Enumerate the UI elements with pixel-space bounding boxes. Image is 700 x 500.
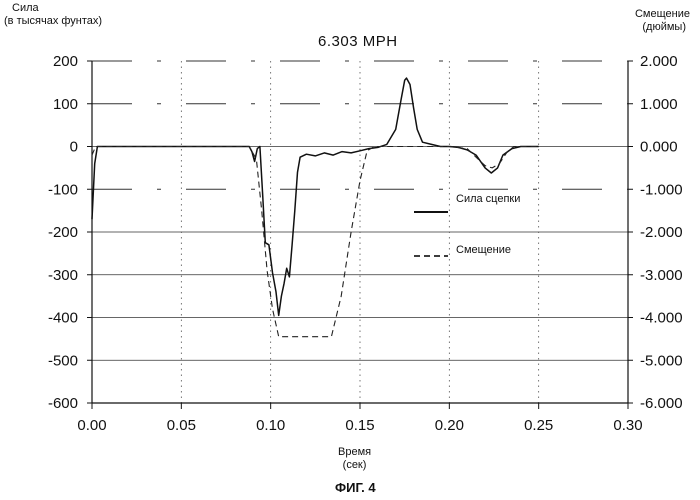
legend-label-displacement: Смещение [456,244,511,256]
y-left-tick-label: 100 [53,96,78,113]
x-axis-title-line2: (сек) [338,459,371,472]
axis-layer: 200 2.000 100 1.000 0 0.000 -100 -1.000 -200 -2.0… [48,53,683,434]
y-right-tick-label: -3.000 [640,267,683,284]
x-axis-title-line1: Время [338,446,371,459]
left-axis-title: Сила (в тысячах фунтах) [4,2,102,28]
y-right-tick-label: 1.000 [640,96,678,113]
y-left-tick-label: -100 [48,181,78,198]
x-tick-label: 0.20 [435,417,464,434]
left-axis-title-line2: (в тысячах фунтах) [4,15,102,28]
x-tick-label: 0.25 [524,417,553,434]
x-tick-label: 0.30 [613,417,642,434]
y-left-tick-label: 200 [53,53,78,70]
x-tick-label: 0.10 [256,417,285,434]
y-left-tick-label: -500 [48,352,78,369]
y-left-tick-label: -600 [48,395,78,412]
series-layer [92,78,539,337]
x-tick-label: 0.05 [167,417,196,434]
right-axis-title-line1: Смещение [635,8,690,21]
right-axis-title-line2: (дюймы) [635,21,690,34]
x-tick-label: 0.15 [345,417,374,434]
grid-layer [92,61,628,403]
series-line-displacement [92,147,539,337]
y-right-tick-label: -1.000 [640,181,683,198]
y-right-tick-label: -2.000 [640,224,683,241]
y-right-tick-label: -5.000 [640,352,683,369]
y-right-tick-label: 2.000 [640,53,678,70]
legend: Сила сцепки Смещение [414,193,520,256]
y-left-tick-label: 0 [70,139,78,156]
legend-label-coupling-force: Сила сцепки [456,193,520,205]
y-right-tick-label: 0.000 [640,139,678,156]
y-left-tick-label: -400 [48,310,78,327]
left-axis-title-line1: Сила [4,2,102,15]
y-left-tick-label: -200 [48,224,78,241]
y-left-tick-label: -300 [48,267,78,284]
y-right-tick-label: -4.000 [640,310,683,327]
figure-caption: ФИГ. 4 [335,480,376,495]
y-right-tick-label: -6.000 [640,395,683,412]
x-tick-label: 0.00 [77,417,106,434]
right-axis-title: Смещение (дюймы) [635,8,690,34]
chart-title: 6.303 MPH [318,33,398,50]
x-axis-title: Время (сек) [338,446,371,472]
